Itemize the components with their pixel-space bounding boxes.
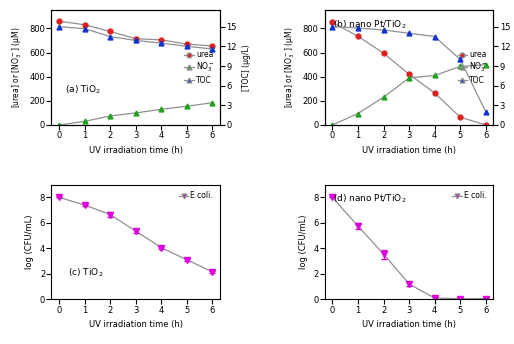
Y-axis label: [urea] or [NO$_3^-$] (μM): [urea] or [NO$_3^-$] (μM) bbox=[284, 27, 297, 108]
Legend: E coli.: E coli. bbox=[449, 189, 490, 204]
Legend: E coli.: E coli. bbox=[176, 189, 216, 204]
Y-axis label: [TOC] (μg/L): [TOC] (μg/L) bbox=[243, 44, 251, 91]
Text: (c) TiO$_2$: (c) TiO$_2$ bbox=[68, 266, 104, 279]
X-axis label: UV irradiation time (h): UV irradiation time (h) bbox=[89, 146, 183, 155]
Legend: urea, NO$_3^-$, TOC: urea, NO$_3^-$, TOC bbox=[456, 49, 490, 86]
X-axis label: UV irradiation time (h): UV irradiation time (h) bbox=[362, 146, 456, 155]
Legend: urea, NO$_3^-$, TOC: urea, NO$_3^-$, TOC bbox=[183, 49, 216, 86]
Y-axis label: log (CFU/mL): log (CFU/mL) bbox=[25, 215, 34, 269]
X-axis label: UV irradiation time (h): UV irradiation time (h) bbox=[362, 320, 456, 329]
Text: (a) TiO$_2$: (a) TiO$_2$ bbox=[65, 84, 101, 96]
Text: (d) nano Pt/TiO$_2$: (d) nano Pt/TiO$_2$ bbox=[333, 193, 407, 205]
Y-axis label: log (CFU/mL): log (CFU/mL) bbox=[299, 215, 307, 269]
Y-axis label: [urea] or [NO$_3^-$] (μM): [urea] or [NO$_3^-$] (μM) bbox=[10, 27, 24, 108]
X-axis label: UV irradiation time (h): UV irradiation time (h) bbox=[89, 320, 183, 329]
Text: (b) nano Pt/TiO$_2$: (b) nano Pt/TiO$_2$ bbox=[333, 19, 407, 31]
